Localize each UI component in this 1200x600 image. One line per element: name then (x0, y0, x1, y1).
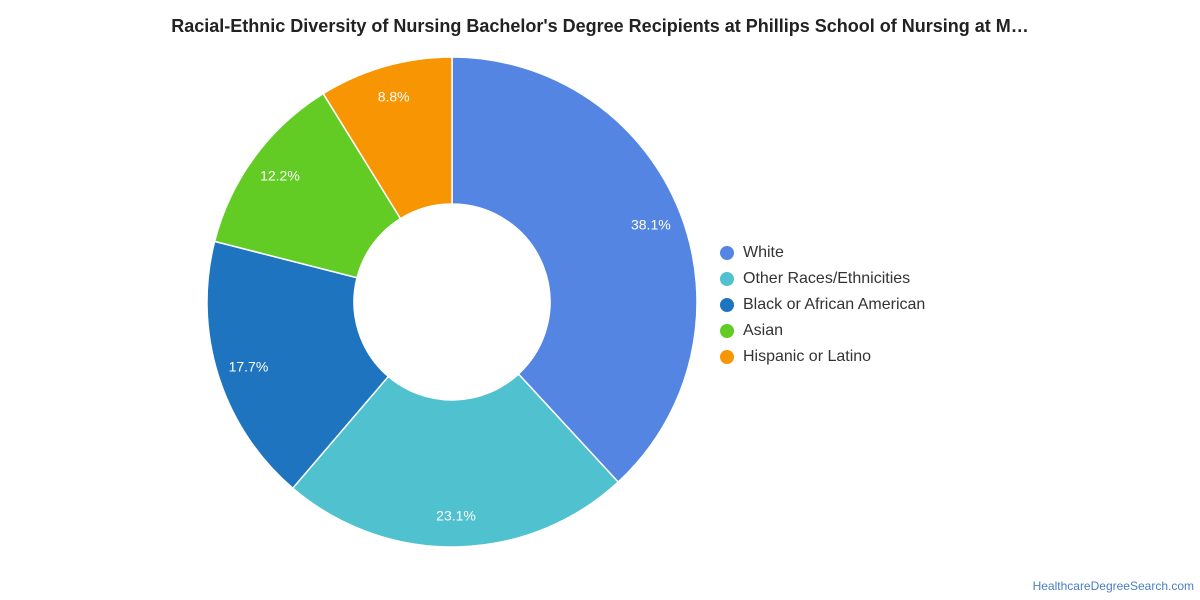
legend: White Other Races/Ethnicities Black or Afr… (720, 240, 925, 370)
legend-swatch-0 (720, 246, 734, 260)
legend-swatch-4 (720, 350, 734, 364)
legend-swatch-2 (720, 298, 734, 312)
source-link[interactable]: HealthcareDegreeSearch.com (1032, 579, 1194, 593)
slice-0[interactable] (451, 56, 698, 484)
chart-title: Racial-Ethnic Diversity of Nursing Bache… (171, 16, 1029, 36)
legend-label-2: Black or African American (743, 296, 926, 313)
slice-3[interactable] (213, 92, 402, 279)
legend-swatch-3 (720, 324, 734, 338)
legend-item-2[interactable]: Black or African American (720, 292, 925, 318)
slice-label-2: 17.7% (229, 358, 269, 374)
legend-label-0: White (743, 244, 784, 261)
slice-label-0: 38.1% (631, 216, 671, 232)
legend-item-3[interactable]: Asian (720, 318, 925, 344)
legend-label-3: Asian (743, 322, 784, 339)
slice-1[interactable] (291, 372, 620, 548)
legend-item-4[interactable]: Hispanic or Latino (720, 344, 925, 370)
legend-label-1: Other Races/Ethnicities (743, 270, 911, 287)
slice-label-1: 23.1% (436, 507, 476, 523)
slice-label-3: 12.2% (260, 168, 300, 184)
legend-item-1[interactable]: Other Races/Ethnicities (720, 266, 925, 292)
legend-label-4: Hispanic or Latino (743, 348, 872, 365)
slice-4[interactable] (322, 56, 453, 220)
legend-swatch-1 (720, 272, 734, 286)
slice-label-4: 8.8% (378, 89, 410, 105)
slice-2[interactable] (206, 240, 390, 490)
legend-item-0[interactable]: White (720, 240, 925, 266)
